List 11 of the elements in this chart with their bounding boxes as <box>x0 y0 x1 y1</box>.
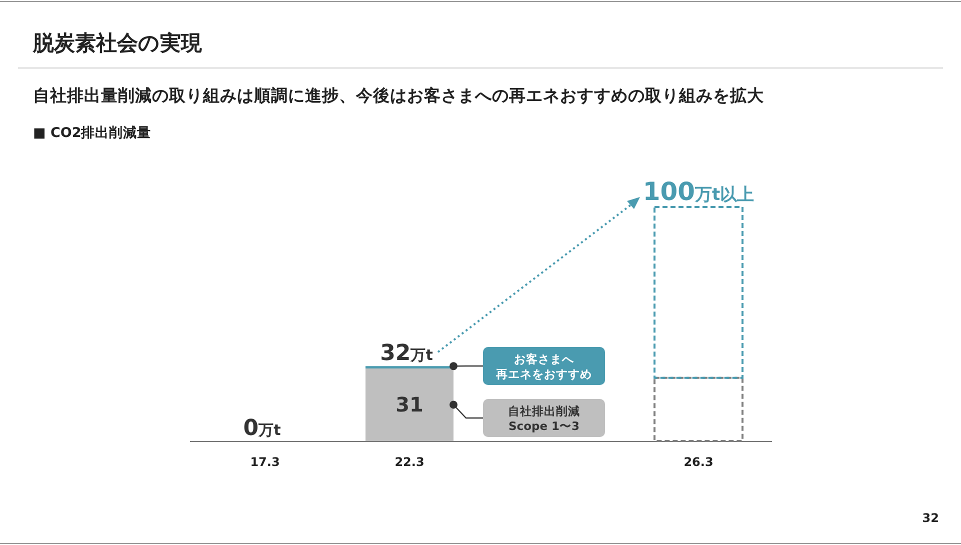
text: 32 <box>922 511 939 525</box>
x-tick-label: 26.3 <box>684 455 714 469</box>
total-label: 0万t <box>243 416 281 441</box>
total-label: 32万t <box>380 341 433 366</box>
text: ■ CO2排出削減量 <box>33 125 152 141</box>
data-label: 31 <box>396 392 424 417</box>
x-tick-label: 17.3 <box>250 455 280 469</box>
chart-subtitle: 自社排出量削減の取り組みは順調に進捗、今後はお客さまへの再エネおすすめの取り組みを拡大 <box>33 86 765 105</box>
total-label: 100万t以上 <box>642 177 754 206</box>
chart-title: 脱炭素社会の実現 <box>32 31 203 55</box>
x-tick-label: 22.3 <box>394 455 424 469</box>
